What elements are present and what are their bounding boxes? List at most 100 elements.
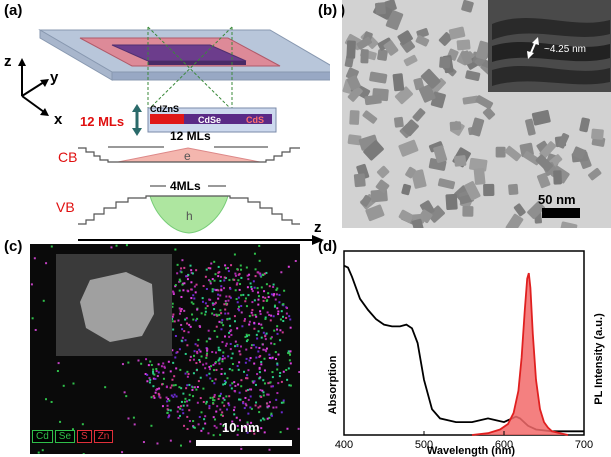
eds-dot	[177, 416, 180, 419]
eds-dot	[217, 349, 220, 352]
eds-dot	[268, 353, 271, 356]
eds-dot	[176, 272, 179, 275]
eds-dot	[269, 319, 272, 322]
eds-dot	[239, 345, 242, 348]
eds-dot	[237, 383, 240, 386]
eds-dot	[180, 295, 183, 298]
nanoplatelet	[437, 178, 456, 190]
eds-dot	[186, 404, 189, 407]
eds-dot	[167, 360, 170, 363]
eds-dot	[210, 262, 213, 265]
nanoplatelet	[402, 119, 419, 137]
eds-dot	[81, 423, 84, 426]
eds-dot	[251, 380, 254, 383]
eds-dot	[268, 416, 271, 419]
eds-dot	[260, 286, 263, 289]
eds-dot	[258, 371, 261, 374]
eds-dot	[234, 390, 237, 393]
eds-dot	[181, 408, 184, 411]
eds-dot	[197, 423, 200, 426]
eds-dot	[195, 388, 198, 391]
eds-dot	[213, 369, 216, 372]
eds-dot	[200, 429, 203, 432]
eds-dot	[271, 356, 274, 359]
eds-dot	[278, 375, 281, 378]
eds-dot	[191, 386, 194, 389]
eds-dot	[175, 395, 178, 398]
eds-dot	[172, 384, 175, 387]
eds-dot	[157, 363, 160, 366]
eds-dot	[268, 356, 271, 359]
eds-dot	[282, 303, 285, 306]
eds-dot	[280, 310, 283, 313]
electron-label: e	[184, 149, 191, 163]
eds-dot	[253, 362, 256, 365]
nanoplatelet	[539, 141, 557, 159]
eds-dot	[192, 420, 195, 423]
eds-dot	[237, 308, 240, 311]
eds-dot	[72, 382, 75, 385]
x-tick-label-400: 400	[335, 439, 353, 451]
eds-dot	[262, 306, 265, 309]
eds-dot	[221, 414, 224, 417]
eds-dot	[211, 288, 214, 291]
eds-dot	[266, 311, 269, 314]
eds-dot	[243, 318, 246, 321]
eds-dot	[287, 265, 290, 268]
eds-dot	[259, 354, 262, 357]
eds-dot	[204, 313, 207, 316]
scalebar-b	[542, 208, 580, 218]
eds-dot	[222, 324, 225, 327]
eds-dot	[281, 315, 284, 318]
eds-dot	[213, 424, 216, 427]
nanoplatelet	[411, 169, 427, 189]
nanoplatelet	[374, 2, 386, 15]
eds-dot	[209, 280, 212, 283]
nanoplatelet	[591, 128, 604, 140]
nanoplatelet	[415, 35, 430, 47]
eds-dot	[207, 267, 210, 270]
eds-dot	[282, 320, 285, 323]
eds-dot	[189, 264, 192, 267]
eds-dot	[33, 257, 36, 260]
eds-dot	[250, 430, 253, 433]
eds-dot	[240, 385, 243, 388]
eds-dot	[253, 432, 256, 435]
eds-dot	[200, 355, 203, 358]
eds-dot	[188, 399, 191, 402]
eds-dot	[279, 318, 282, 321]
nanoplatelet	[418, 84, 436, 103]
eds-dot	[242, 402, 245, 405]
eds-dot	[263, 431, 266, 434]
eds-dot	[257, 406, 260, 409]
eds-dot	[205, 268, 208, 271]
eds-dot	[219, 433, 222, 436]
eds-dot	[274, 298, 277, 301]
eds-dot	[285, 368, 288, 371]
eds-dot	[207, 432, 210, 435]
eds-dot	[217, 265, 220, 268]
eds-dot	[223, 287, 226, 290]
eds-dot	[238, 272, 241, 275]
eds-dot	[260, 360, 263, 363]
eds-dot	[187, 273, 190, 276]
dimension-arrow-head-top	[532, 37, 539, 45]
eds-dot	[282, 401, 285, 404]
eds-dot	[236, 301, 239, 304]
eds-dot	[258, 377, 261, 380]
eds-dot	[224, 381, 227, 384]
eds-dot	[240, 447, 243, 450]
eds-dot	[273, 343, 276, 346]
eds-dot	[162, 362, 165, 365]
nanoplatelet	[513, 203, 526, 217]
eds-dot	[251, 290, 254, 293]
eds-dot	[257, 303, 260, 306]
eds-dot	[161, 383, 164, 386]
eds-dot	[186, 415, 189, 418]
scalebar-c-label: 10 nm	[222, 420, 260, 435]
eds-dot	[172, 361, 175, 364]
eds-dot	[193, 350, 196, 353]
eds-dot	[182, 392, 185, 395]
eds-dot	[270, 293, 273, 296]
eds-dot	[267, 405, 270, 408]
